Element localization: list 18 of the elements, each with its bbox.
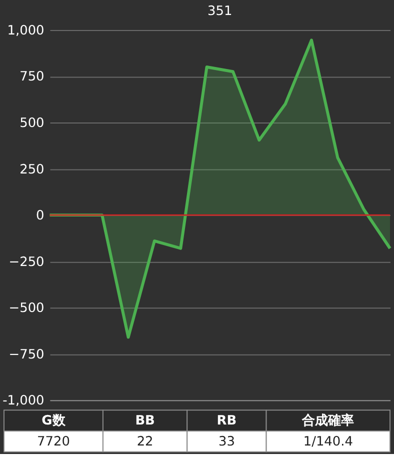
y-tick-label: −250	[8, 254, 44, 270]
y-tick-label: 500	[20, 116, 44, 132]
text: G数	[42, 413, 66, 428]
text: RB	[216, 413, 237, 428]
text: BB	[135, 413, 155, 428]
y-tick-label: 250	[20, 162, 44, 178]
text: 22	[136, 434, 154, 450]
text: 7720	[37, 434, 70, 450]
chart-title: 351	[208, 4, 232, 20]
y-tick-label: −750	[8, 347, 44, 362]
y-tick-label: 0	[36, 208, 44, 224]
text: 合成確率	[301, 412, 354, 428]
y-tick-label: 1,000	[7, 23, 44, 38]
y-tick-label: −500	[8, 301, 44, 316]
y-tick-label: 750	[20, 70, 44, 85]
text: 33	[218, 434, 235, 450]
y-tick-label: -1,000	[2, 394, 44, 409]
text: 1/140.4	[303, 434, 353, 450]
